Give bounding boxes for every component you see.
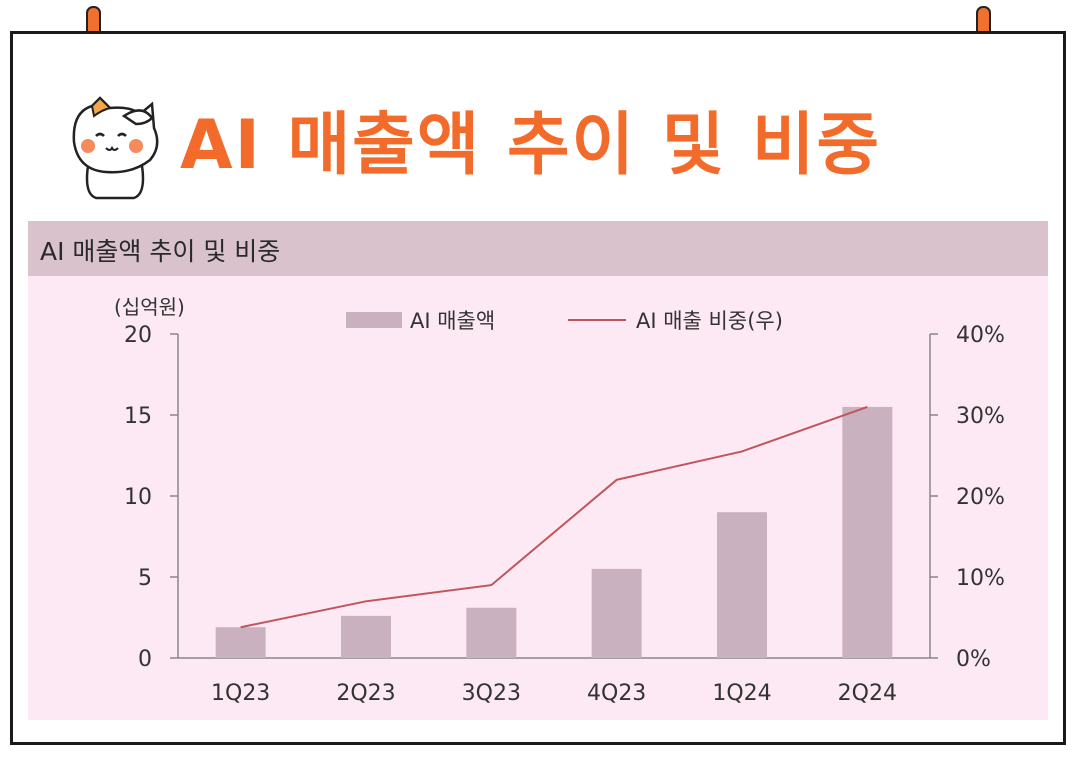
legend-bar-label: AI 매출액 — [410, 309, 495, 333]
left-tick-label: 15 — [124, 404, 152, 429]
chart-header-band: AI 매출액 추이 및 비중 — [28, 221, 1048, 276]
x-tick-label: 3Q23 — [462, 681, 521, 706]
left-tick-label: 5 — [138, 566, 152, 591]
right-tick-label: 0% — [956, 647, 991, 672]
x-tick-label: 1Q23 — [211, 681, 270, 706]
bar — [591, 568, 642, 658]
bar — [717, 512, 767, 658]
left-tick-label: 20 — [124, 323, 152, 348]
x-tick-label: 4Q23 — [587, 681, 646, 706]
combo-chart: 0 5 10 15 20 0% 10% 20% 30% 40% (십억원) 1Q23 2Q23 3Q23 4… — [114, 295, 1005, 706]
chart-area: 0 5 10 15 20 0% 10% 20% 30% 40% (십억원) 1Q23 2Q23 3Q23 4… — [28, 276, 1048, 720]
bar — [341, 615, 391, 658]
cat-mascot-icon — [72, 96, 159, 200]
left-tick-label: 0 — [138, 647, 152, 672]
bar — [842, 406, 893, 658]
legend-bar-swatch — [346, 312, 402, 328]
left-tick-label: 10 — [124, 485, 152, 510]
left-axis-unit-label: (십억원) — [114, 295, 185, 319]
x-tick-label: 2Q23 — [336, 681, 395, 706]
bar — [215, 627, 266, 658]
right-tick-label: 30% — [956, 404, 1005, 429]
share-line — [240, 405, 868, 629]
page-title: AI 매출액 추이 및 비중 — [180, 106, 882, 185]
bar — [466, 607, 517, 658]
x-tick-label: 2Q24 — [838, 681, 897, 706]
chart-header-title: AI 매출액 추이 및 비중 — [40, 237, 281, 266]
right-tick-label: 20% — [956, 485, 1005, 510]
x-tick-label: 1Q24 — [712, 681, 771, 706]
right-tick-label: 40% — [956, 323, 1005, 348]
right-tick-label: 10% — [956, 566, 1005, 591]
legend-line-label: AI 매출 비중(우) — [636, 309, 783, 333]
